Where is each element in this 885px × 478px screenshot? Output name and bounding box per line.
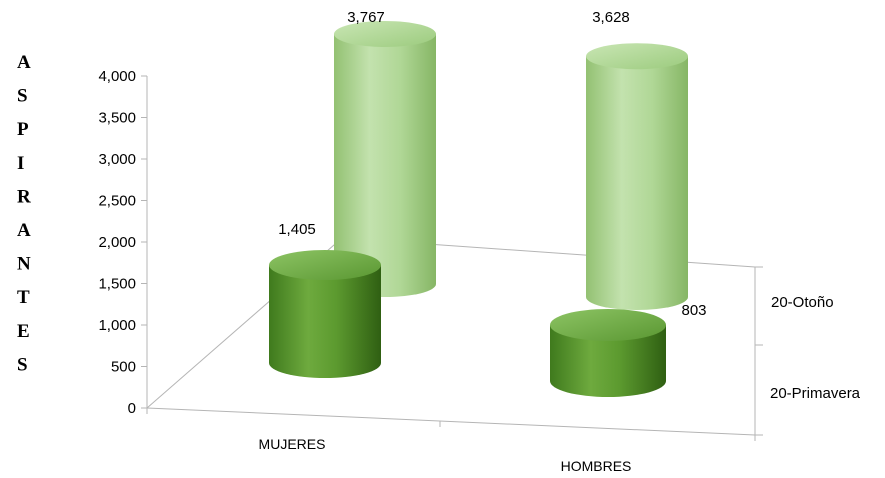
y-title-letter: S: [17, 354, 28, 375]
bar-front-1: [550, 308, 666, 397]
bar-top: [269, 250, 381, 280]
data-label: 803: [681, 302, 706, 319]
y-title-letter: R: [17, 186, 31, 207]
y-tick-label: 500: [111, 359, 136, 376]
data-label: 3,767: [347, 9, 385, 26]
series-front-bars: [269, 250, 666, 397]
y-tick-label: 2,000: [98, 234, 136, 251]
series-label: 20-Primavera: [770, 385, 861, 402]
y-tick-label: 4,000: [98, 68, 136, 85]
data-label: 1,405: [278, 221, 316, 238]
floor-front-line: [146, 407, 756, 436]
y-title-letter: A: [17, 220, 31, 241]
y-tick-label: 2,500: [98, 193, 136, 210]
y-title-letter: E: [17, 321, 30, 342]
bar-body: [334, 34, 436, 297]
y-title-letter: N: [17, 254, 31, 275]
category-label: HOMBRES: [561, 458, 632, 474]
bar-back-1: [586, 43, 688, 310]
y-axis-ticks: 0 500 1,000 1,500 2,000 2,500 3,000 3,500 4,000: [98, 68, 147, 417]
data-labels: 3,767 3,628 1,405 803: [278, 9, 706, 319]
data-label: 3,628: [592, 9, 630, 26]
series-axis-labels: 20-Primavera 20-Otoño: [770, 294, 861, 402]
y-tick-label: 3,500: [98, 110, 136, 127]
bar-body: [269, 265, 381, 378]
y-tick-label: 3,000: [98, 151, 136, 168]
y-tick-label: 1,500: [98, 276, 136, 293]
bar-front-0: [269, 250, 381, 378]
y-tick-label: 0: [128, 400, 136, 417]
y-title-letter: A: [17, 52, 31, 73]
bar-body: [586, 56, 688, 310]
y-title-letter: I: [17, 153, 24, 174]
bar-top: [550, 308, 666, 341]
y-title-letter: T: [17, 287, 30, 308]
series-back-bars: [334, 21, 688, 310]
bar-top: [586, 43, 688, 70]
y-tick-label: 1,000: [98, 317, 136, 334]
bar-body: [550, 324, 666, 397]
category-labels: MUJERES HOMBRES: [259, 436, 632, 474]
y-title-letter: S: [17, 86, 28, 107]
category-label: MUJERES: [259, 436, 326, 452]
bar-back-0: [334, 21, 436, 297]
y-title-letter: P: [17, 119, 29, 140]
bar-top: [334, 21, 436, 47]
series-label: 20-Otoño: [771, 294, 834, 311]
